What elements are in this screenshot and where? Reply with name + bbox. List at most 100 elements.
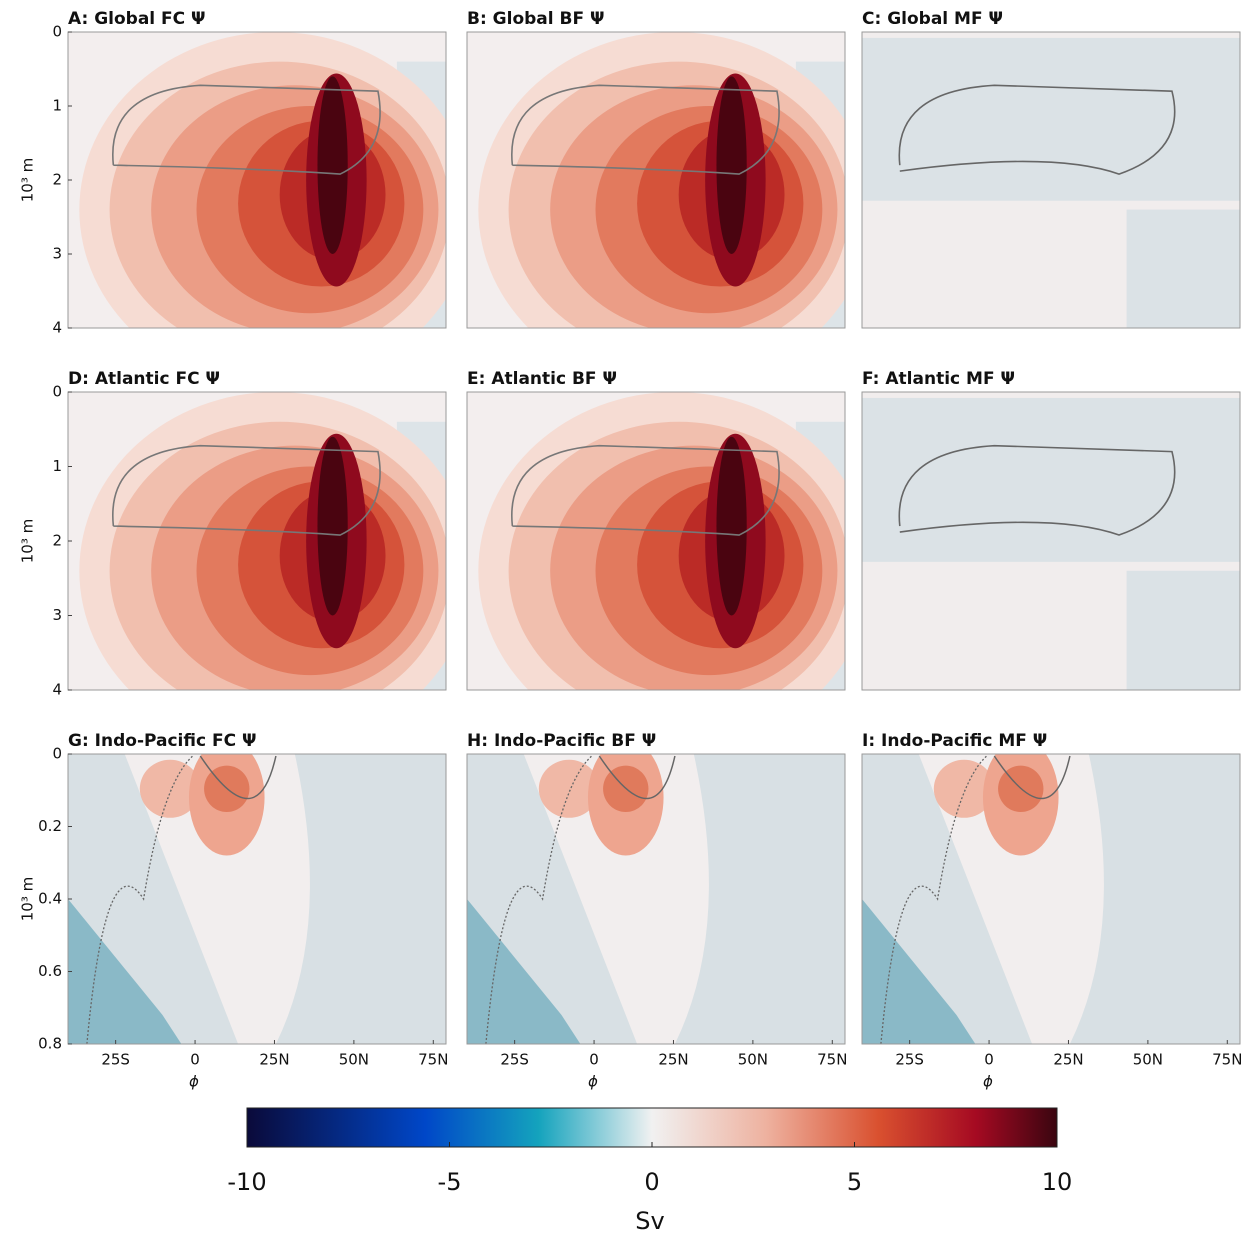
y-tick-label: 0.6 (38, 962, 62, 980)
x-tick-label: 75N (817, 1051, 847, 1069)
axes-frame (466, 753, 846, 1045)
colorbar-tick-label: 0 (644, 1168, 659, 1196)
field (467, 392, 845, 690)
panel-title: F: Atlantic MF Ψ (862, 369, 1015, 389)
contour-line (880, 755, 988, 1044)
y-tick-label: 3 (52, 245, 62, 263)
contour-line (112, 84, 381, 175)
panel-title: D: Atlantic FC Ψ (68, 369, 220, 389)
x-axis-label: ϕ (983, 1073, 993, 1091)
axes-frame (466, 31, 846, 329)
x-tick-label: 25N (259, 1051, 289, 1069)
panel: I: Indo-Pacific MF Ψ 25S 0 25N 50N 75N ϕ (861, 731, 1242, 1091)
colorbar-label: Sv (635, 1207, 664, 1235)
field-patch (918, 754, 1104, 1044)
y-tick-label: 0 (52, 745, 62, 763)
y-tick-label: 4 (52, 319, 62, 337)
x-axis-label: ϕ (189, 1073, 199, 1091)
y-tick-label: 0.2 (38, 817, 62, 835)
contour-line (511, 84, 780, 175)
field (68, 754, 446, 1044)
y-tick-label: 4 (52, 681, 62, 699)
x-tick-label: 75N (418, 1051, 448, 1069)
y-tick-label: 0 (52, 383, 62, 401)
x-tick-label: 25N (1053, 1051, 1083, 1069)
x-tick-label: 50N (1133, 1051, 1163, 1069)
contour-line (993, 755, 1071, 799)
x-tick-label: 50N (738, 1051, 768, 1069)
field-level (716, 436, 747, 616)
panel-title: A: Global FC Ψ (68, 9, 206, 29)
y-axis-label: 10³ m (19, 158, 37, 202)
contour-line (898, 444, 1176, 536)
x-tick-label: 25N (658, 1051, 688, 1069)
contour-line (199, 755, 277, 799)
panel-title: B: Global BF Ψ (467, 9, 604, 29)
y-tick-label: 0.4 (38, 890, 62, 908)
field-level (538, 759, 600, 818)
contour-line (86, 755, 194, 1044)
x-tick-label: 75N (1212, 1051, 1242, 1069)
y-tick-label: 1 (52, 457, 62, 475)
axes-frame (861, 391, 1241, 691)
field (68, 392, 446, 690)
contour-line (112, 444, 381, 536)
field-patch (124, 754, 310, 1044)
y-tick-label: 2 (52, 532, 62, 550)
field (862, 392, 1240, 690)
field-patch (1126, 209, 1240, 328)
contour-line (485, 755, 593, 1044)
colorbar-tick-label: 5 (847, 1168, 862, 1196)
field-patch (68, 899, 182, 1044)
field-patch (523, 754, 709, 1044)
field-patch (862, 37, 1240, 201)
contour-line (898, 84, 1176, 175)
y-axis-label: 10³ m (19, 519, 37, 563)
field-patch (862, 397, 1240, 562)
colorbar-tick-label: 10 (1042, 1168, 1073, 1196)
axes-frame (861, 753, 1241, 1045)
panel: C: Global MF Ψ (861, 9, 1241, 329)
axes-frame (861, 31, 1241, 329)
x-tick-label: 25S (101, 1051, 130, 1069)
y-tick-label: 1 (52, 97, 62, 115)
x-axis-label: ϕ (588, 1073, 598, 1091)
field (467, 32, 845, 328)
x-tick-label: 50N (339, 1051, 369, 1069)
field (862, 754, 1240, 1044)
panel: E: Atlantic BF Ψ (466, 369, 846, 691)
panel: F: Atlantic MF Ψ (861, 369, 1241, 691)
y-tick-label: 0 (52, 23, 62, 41)
x-tick-label: 25S (500, 1051, 529, 1069)
y-axis-label: 10³ m (19, 877, 37, 921)
x-tick-label: 0 (589, 1051, 599, 1069)
field-level (317, 76, 348, 254)
panel: H: Indo-Pacific BF Ψ 25S 0 25N 50N 75N ϕ (466, 731, 847, 1091)
panel-title: G: Indo-Pacific FC Ψ (68, 731, 256, 751)
panel: G: Indo-Pacific FC Ψ 0 0.2 0.4 0.6 0.8 25S 0 25N… (19, 731, 449, 1091)
y-tick-label: 3 (52, 606, 62, 624)
colorbar-tick-label: -5 (438, 1168, 462, 1196)
field-patch (1126, 570, 1240, 690)
field-level (716, 76, 747, 254)
field-patch (467, 899, 581, 1044)
field (467, 754, 845, 1044)
field (862, 32, 1240, 328)
contour-line (511, 444, 780, 536)
axes-frame (466, 391, 846, 691)
panel-title: C: Global MF Ψ (862, 9, 1003, 29)
panel-title: I: Indo-Pacific MF Ψ (862, 731, 1047, 751)
field-patch (862, 899, 976, 1044)
field-level (317, 436, 348, 616)
y-tick-label: 2 (52, 171, 62, 189)
x-tick-label: 0 (984, 1051, 994, 1069)
colorbar-tick-label: -10 (227, 1168, 266, 1196)
field-level (139, 759, 201, 818)
panel-title: H: Indo-Pacific BF Ψ (467, 731, 656, 751)
field (68, 32, 446, 328)
panel: B: Global BF Ψ (466, 9, 846, 329)
panel-title: E: Atlantic BF Ψ (467, 369, 617, 389)
field-level (933, 759, 995, 818)
y-tick-label: 0.8 (38, 1035, 62, 1053)
